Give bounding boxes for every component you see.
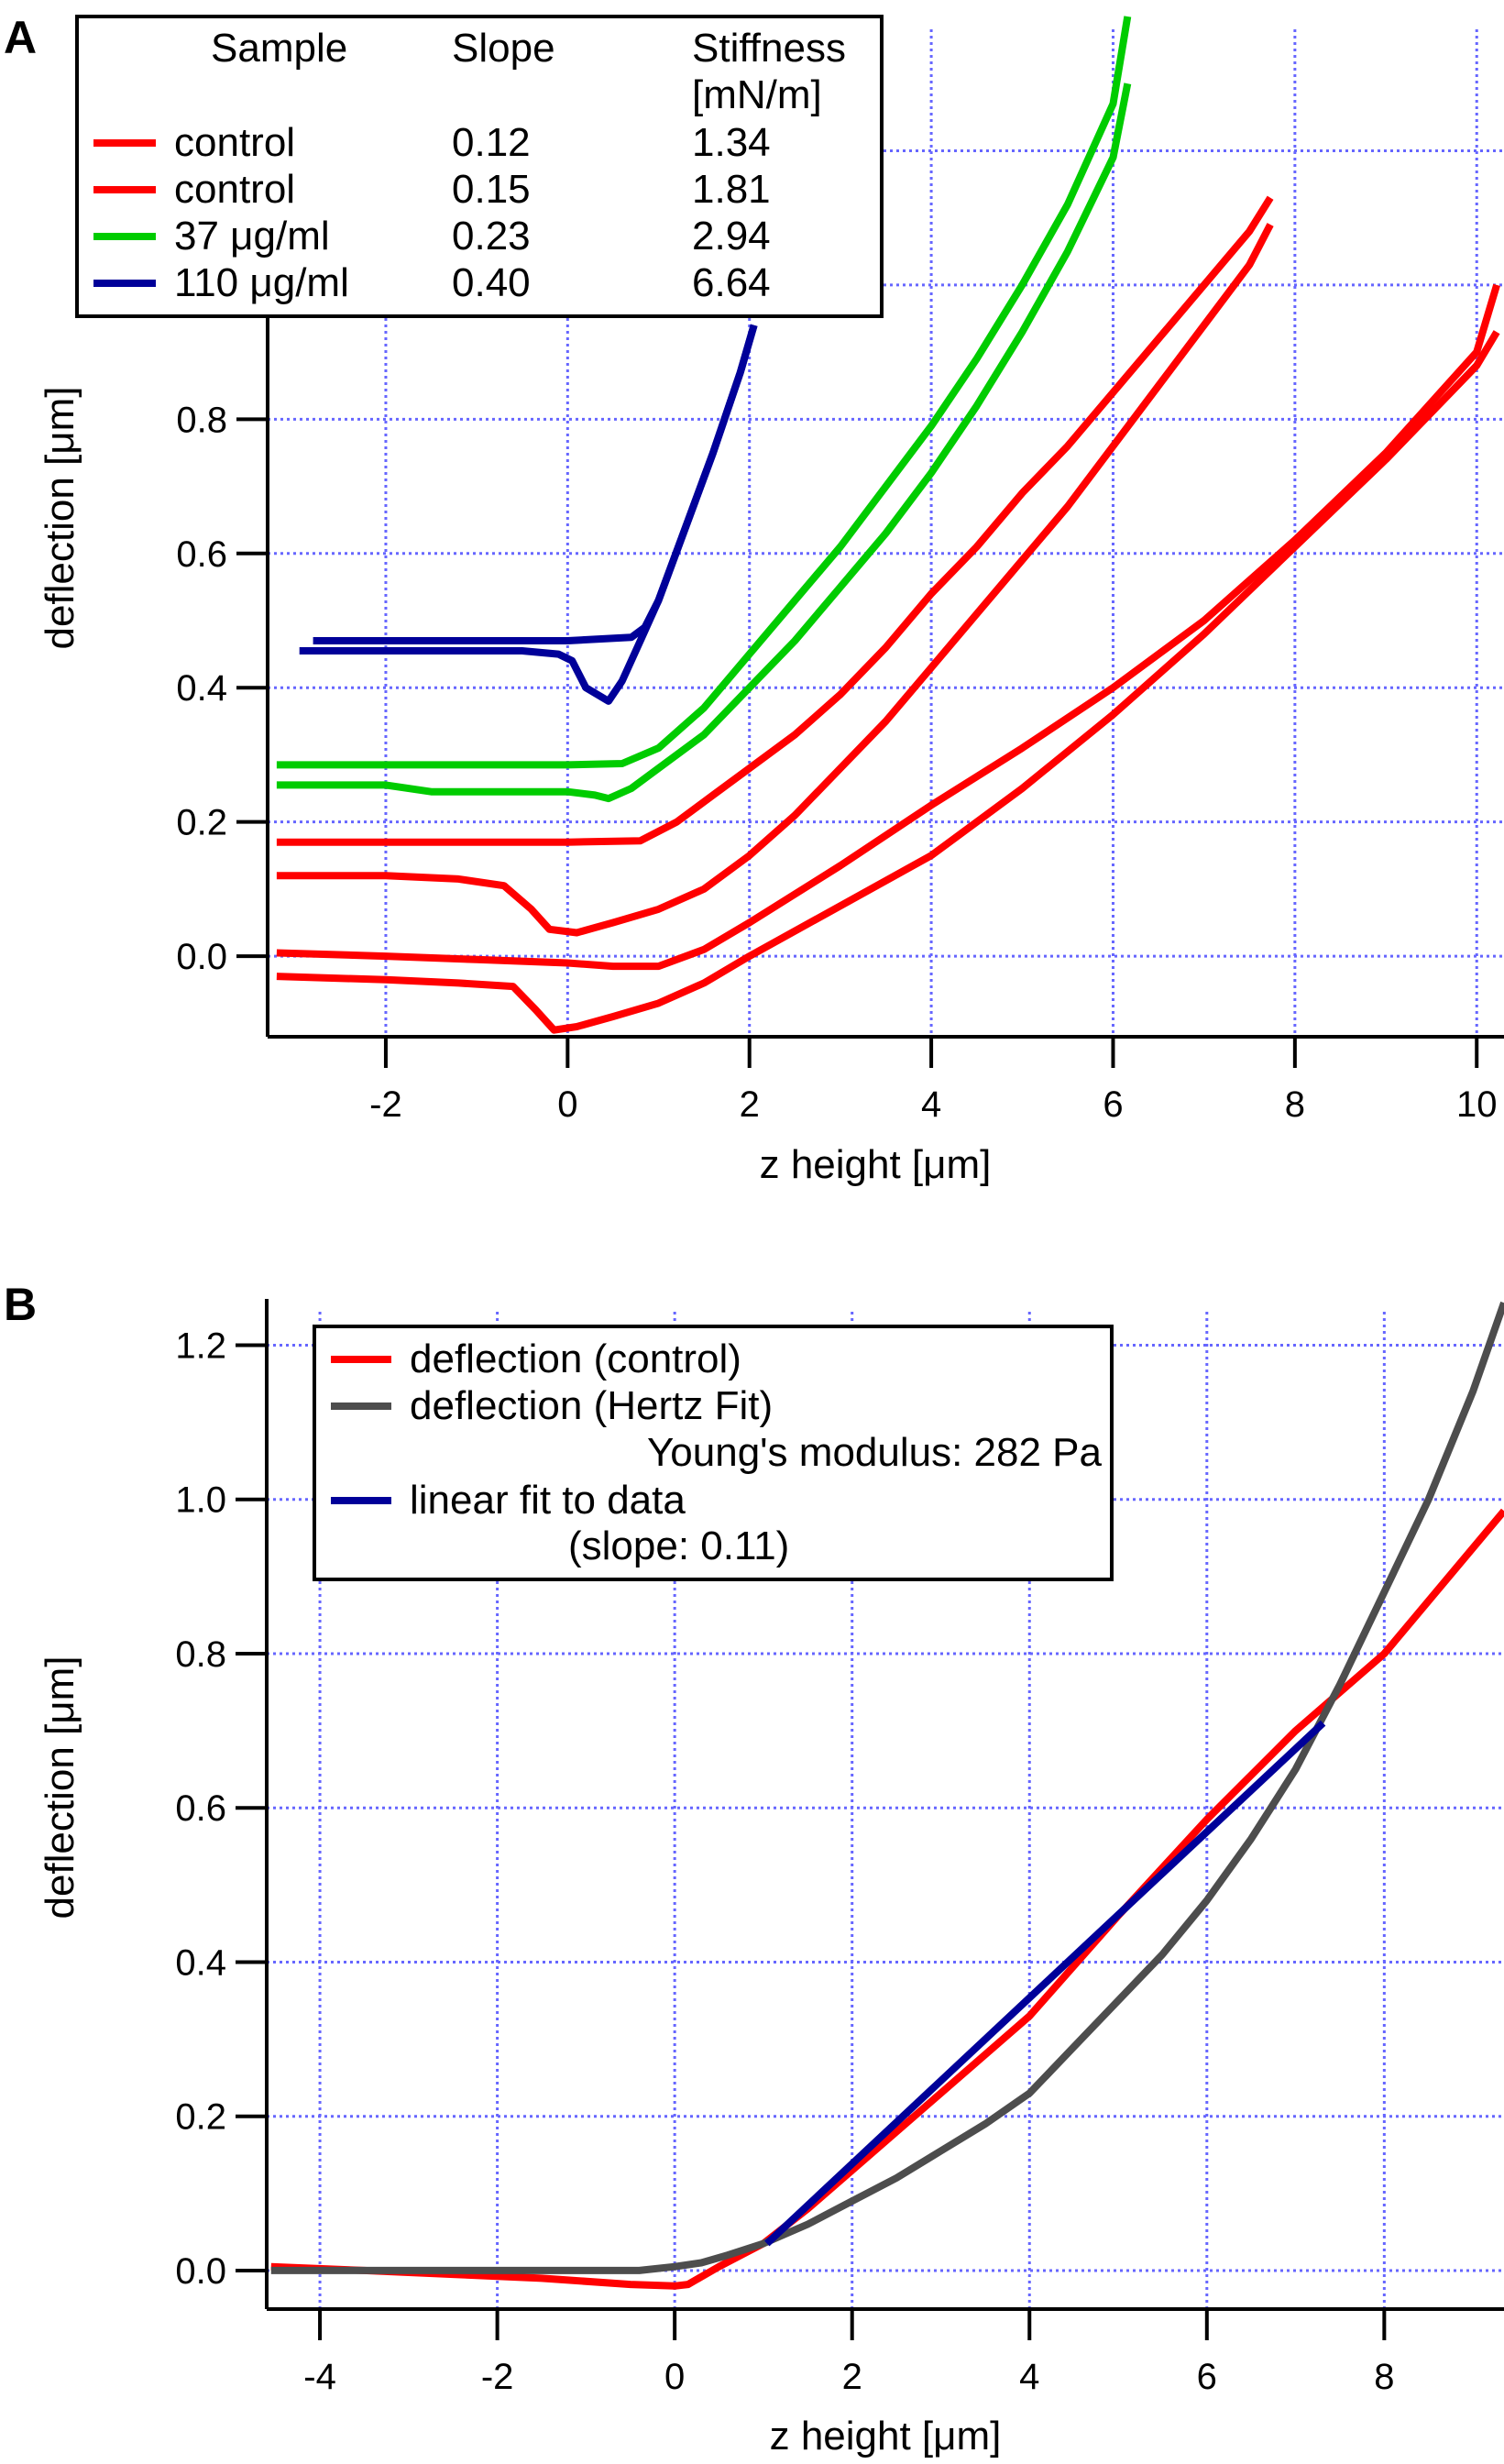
series-line-110-g-ml-approach (313, 324, 758, 644)
legend-label-hertz: deflection (Hertz Fit) (410, 1383, 773, 1428)
panel-a: A -2 0 2 4 6 8 10 0.0 0.2 0.4 0.6 0.8 z height [μm]… (4, 12, 1504, 1187)
x-axis-title-a: z height [μm] (760, 1142, 992, 1187)
series-b (270, 1301, 1504, 2290)
series-a (276, 16, 1500, 1034)
legend-sample: control (174, 167, 295, 212)
legend-label-linear-fit: linear fit to data (410, 1478, 686, 1523)
series-line-deflection-hertz-fit- (270, 1301, 1504, 2274)
legend-a: Sample Slope Stiffness [mN/m] control 0.… (75, 15, 884, 318)
legend-b: deflection (control) deflection (Hertz F… (313, 1325, 1114, 1581)
legend-stiffness: 6.64 (692, 260, 771, 305)
x-tick-label: 8 (1285, 1084, 1305, 1125)
y-tick-label: 0.2 (176, 803, 227, 843)
x-tick-label: 10 (1456, 1084, 1498, 1125)
series-line-control-2-retract (276, 330, 1500, 1034)
y-axis-title-a: deflection [μm] (38, 386, 82, 649)
y-tick-label: 0.4 (175, 1942, 226, 1983)
legend-entry: deflection (control) (331, 1336, 741, 1381)
legend-box-b (313, 1325, 1114, 1581)
y-tick-label: 0.0 (176, 937, 227, 977)
legend-row: control 0.12 1.34 (93, 120, 771, 165)
legend-slope: 0.40 (452, 260, 531, 305)
legend-entry: linear fit to data (slope: 0.11) (331, 1478, 789, 1568)
legend-stiffness: 1.81 (692, 167, 771, 212)
legend-note-youngs-modulus: Young's modulus: 282 Pa (647, 1430, 1103, 1475)
legend-row: 37 μg/ml 0.23 2.94 (93, 214, 771, 258)
y-tick-label: 0.4 (176, 668, 227, 709)
y-tick-label: 0.8 (175, 1634, 226, 1675)
x-axis-title-b: z height [μm] (770, 2414, 1002, 2458)
x-tick-label: 4 (921, 1084, 941, 1125)
y-tick-label: 0.0 (175, 2251, 226, 2292)
legend-sample: 37 μg/ml (174, 214, 330, 258)
x-tick-label: 4 (1019, 2357, 1039, 2397)
x-tick-label: 6 (1197, 2357, 1217, 2397)
y-tick-label: 0.6 (175, 1788, 226, 1829)
x-tick-label: 8 (1374, 2357, 1394, 2397)
legend-row: control 0.15 1.81 (93, 167, 771, 212)
x-tick-label: -4 (303, 2357, 336, 2397)
legend-header-stiffness: Stiffness (692, 26, 846, 71)
y-tick-label: 1.0 (175, 1480, 226, 1521)
legend-stiffness: 2.94 (692, 214, 771, 258)
y-tick-label: 1.2 (175, 1326, 226, 1366)
x-tick-label: 0 (557, 1084, 577, 1125)
legend-box-a (75, 15, 884, 318)
x-tick-label: -2 (481, 2357, 514, 2397)
panel-label-b: B (4, 1279, 37, 1330)
axes-b: -4 -2 0 2 4 6 8 0.0 0.2 0.4 0.6 0.8 1.0 1.2 (175, 1299, 1504, 2397)
x-tick-label: -2 (369, 1084, 402, 1125)
y-tick-label: 0.2 (175, 2097, 226, 2138)
series-line-control-1-retract (276, 223, 1274, 937)
legend-slope: 0.23 (452, 214, 531, 258)
legend-slope: 0.15 (452, 167, 531, 212)
series-line-deflection-control- (270, 1508, 1504, 2290)
legend-note-slope: (slope: 0.11) (568, 1524, 789, 1568)
series-line-37-g-ml-retract (276, 82, 1132, 803)
legend-sample: control (174, 120, 295, 165)
axes-a: -2 0 2 4 6 8 10 0.0 0.2 0.4 0.6 0.8 (176, 16, 1504, 1125)
y-tick-label: 0.8 (176, 400, 227, 440)
x-tick-label: 2 (740, 1084, 760, 1125)
legend-stiffness: 1.34 (692, 120, 771, 165)
x-tick-label: 0 (664, 2357, 685, 2397)
legend-label-control: deflection (control) (410, 1336, 741, 1381)
x-tick-label: 6 (1103, 1084, 1123, 1125)
legend-header-slope: Slope (452, 26, 555, 71)
y-tick-label: 0.6 (176, 534, 227, 575)
legend-entry: deflection (Hertz Fit) Young's modulus: … (331, 1383, 1103, 1475)
legend-slope: 0.12 (452, 120, 531, 165)
series-line-linear-fit-to-data (764, 1720, 1326, 2247)
x-tick-label: 2 (842, 2357, 862, 2397)
panel-b: B -4 -2 0 2 4 6 8 0.0 0.2 0.4 0.6 0.8 1.0 1.2 z heigh… (4, 1279, 1504, 2458)
legend-header-stiffness-unit: [mN/m] (692, 72, 822, 117)
legend-row: 110 μg/ml 0.40 6.64 (93, 260, 771, 305)
panel-label-a: A (4, 12, 37, 63)
series-line-control-2-approach (276, 283, 1500, 971)
y-axis-title-b: deflection [μm] (38, 1656, 82, 1919)
legend-header-sample: Sample (211, 26, 347, 71)
series-line-37-g-ml-approach (276, 16, 1132, 769)
legend-sample: 110 μg/ml (174, 260, 349, 305)
series-line-110-g-ml-retract (299, 324, 758, 705)
series-line-control-1-approach (276, 195, 1274, 846)
